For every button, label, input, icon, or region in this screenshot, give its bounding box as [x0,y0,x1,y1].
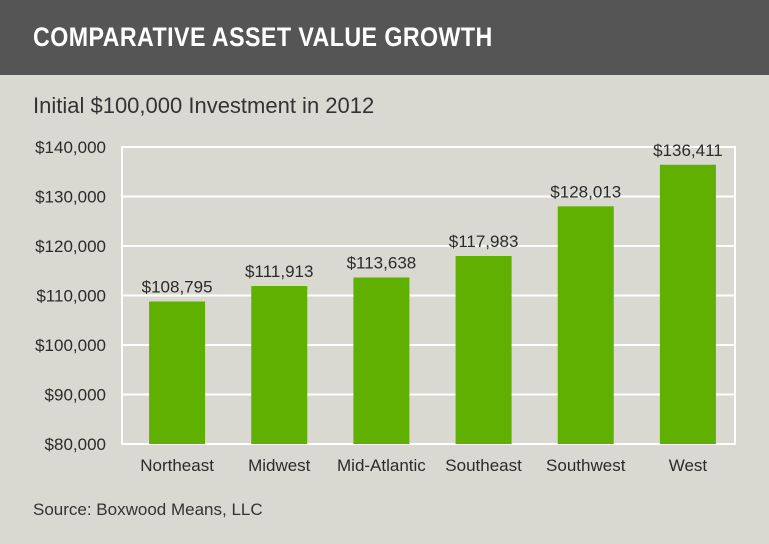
bar [251,286,308,444]
x-tick-label: Midwest [248,456,311,475]
x-tick-label: Southeast [445,456,522,475]
x-tick-label: Southwest [546,456,626,475]
y-tick-label: $120,000 [35,237,106,256]
data-label: $117,983 [449,232,519,251]
chart-title: COMPARATIVE ASSET VALUE GROWTH [33,22,493,52]
data-label: $113,638 [347,253,417,272]
y-tick-label: $80,000 [45,435,106,454]
y-tick-label: $140,000 [35,138,106,157]
data-label: $111,913 [245,262,313,281]
chart-subtitle: Initial $100,000 Investment in 2012 [33,93,375,118]
data-label: $136,411 [653,141,723,160]
bar [353,277,410,444]
header-banner: COMPARATIVE ASSET VALUE GROWTH [0,0,769,75]
data-label: $128,013 [550,182,621,201]
x-tick-label: Northeast [140,456,214,475]
y-tick-label: $90,000 [45,386,106,405]
bar [455,255,512,444]
x-tick-label: Mid-Atlantic [337,456,426,475]
y-tick-label: $110,000 [36,287,106,306]
y-tick-label: $130,000 [35,188,106,207]
source-note: Source: Boxwood Means, LLC [33,500,263,519]
x-tick-label: West [669,456,708,475]
data-label: $108,795 [142,277,213,296]
bar [659,164,716,444]
bar [149,301,206,444]
y-tick-label: $100,000 [35,336,106,355]
bar [557,206,614,444]
